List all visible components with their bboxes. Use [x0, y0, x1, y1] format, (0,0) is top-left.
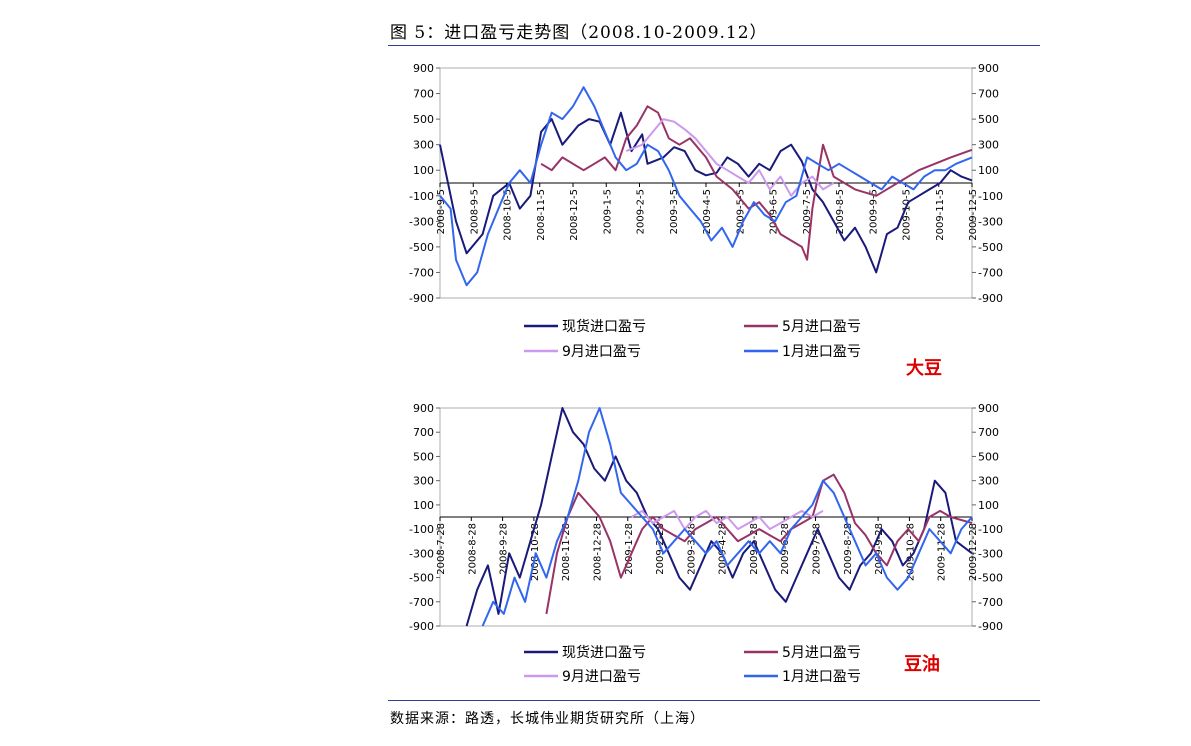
x-tick-label: 2009-9-28	[874, 523, 885, 575]
x-tick-label: 2008-11-28	[561, 523, 572, 581]
y-tick-label-right: 300	[978, 139, 999, 152]
x-tick-label: 2009-4-28	[718, 523, 729, 575]
y-tick-label-left: 900	[413, 402, 434, 415]
y-tick-label-right: 300	[978, 475, 999, 488]
y-tick-label-right: -700	[978, 266, 1003, 279]
y-tick-label-left: 100	[413, 164, 434, 177]
y-tick-label-right: 900	[978, 62, 999, 75]
y-tick-label-left: 100	[413, 499, 434, 512]
legend-label-jan: 1月进口盈亏	[782, 669, 861, 685]
x-tick-label: 2008-9-5	[469, 189, 480, 234]
x-tick-label: 2009-3-5	[669, 189, 680, 234]
y-tick-label-left: 700	[413, 88, 434, 101]
y-tick-label-right: 700	[978, 426, 999, 439]
x-tick-label: 2008-12-28	[592, 523, 603, 581]
commodity-label: 大豆	[906, 357, 942, 379]
x-tick-label: 2008-9-28	[499, 523, 510, 575]
y-tick-label-left: -700	[409, 596, 434, 609]
y-tick-label-left: 900	[413, 62, 434, 75]
figure-title: 图 5：进口盈亏走势图（2008.10-2009.12）	[390, 23, 768, 43]
y-tick-label-right: -300	[978, 547, 1003, 560]
legend-label-spot: 现货进口盈亏	[562, 318, 646, 335]
y-tick-label-left: -300	[409, 215, 434, 228]
y-tick-label-right: 500	[978, 113, 999, 126]
y-tick-label-right: 500	[978, 450, 999, 463]
y-tick-label-right: -700	[978, 596, 1003, 609]
y-tick-label-right: -900	[978, 292, 1003, 305]
legend-label-sep: 9月进口盈亏	[562, 344, 641, 360]
x-tick-label: 2009-1-28	[624, 523, 635, 575]
x-tick-label: 2008-8-28	[467, 523, 478, 575]
series-line-jan	[481, 407, 973, 627]
x-tick-label: 2009-10-5	[902, 189, 913, 241]
y-tick-label-right: 100	[978, 164, 999, 177]
y-tick-label-left: -500	[409, 572, 434, 585]
y-tick-label-left: -100	[409, 190, 434, 203]
y-tick-label-left: 700	[413, 426, 434, 439]
series-line-may	[545, 473, 973, 615]
x-tick-label: 2008-10-28	[530, 523, 541, 581]
series-line-sep	[631, 509, 824, 531]
x-tick-label: 2008-11-5	[536, 189, 547, 241]
series-line-spot	[465, 407, 973, 627]
soybean-oil-chart: 900 900 700 700 500 500 300 300 100 100 -100 -100 -3…	[409, 402, 1003, 685]
title-rule	[388, 45, 1040, 46]
source-rule	[388, 700, 1040, 701]
y-tick-label-right: -300	[978, 215, 1003, 228]
x-tick-label: 2009-11-28	[937, 523, 948, 581]
x-tick-label: 2008-7-28	[436, 523, 447, 575]
x-tick-label: 2009-11-5	[935, 189, 946, 241]
commodity-label: 豆油	[904, 653, 940, 675]
y-tick-label-right: 100	[978, 499, 999, 512]
y-tick-label-right: 900	[978, 402, 999, 415]
soybean-chart: 900 900 700 700 500 500 300 300 100 100 -100 -100 -3…	[409, 62, 1003, 379]
x-tick-label: 2009-8-5	[835, 189, 846, 234]
y-tick-label-right: -500	[978, 572, 1003, 585]
x-tick-label: 2009-4-5	[702, 189, 713, 234]
x-tick-label: 2008-9-5	[436, 189, 447, 234]
series-line-may	[540, 105, 973, 261]
x-tick-label: 2009-12-5	[968, 189, 979, 241]
y-tick-label-left: -700	[409, 266, 434, 279]
x-tick-label: 2009-9-5	[868, 189, 879, 234]
y-tick-label-left: -900	[409, 620, 434, 633]
y-tick-label-left: 300	[413, 475, 434, 488]
legend-label-may: 5月进口盈亏	[782, 319, 861, 335]
x-tick-label: 2008-10-5	[503, 189, 514, 241]
y-tick-label-left: -300	[409, 547, 434, 560]
y-tick-label-right: -100	[978, 523, 1003, 536]
series-line-spot	[439, 111, 973, 274]
y-tick-label-left: 500	[413, 113, 434, 126]
y-tick-label-right: -900	[978, 620, 1003, 633]
x-tick-label: 2009-6-28	[780, 523, 791, 575]
x-tick-label: 2009-7-5	[802, 189, 813, 234]
x-tick-label: 2009-7-28	[812, 523, 823, 575]
x-tick-label: 2009-10-28	[905, 523, 916, 581]
x-tick-label: 2009-5-5	[735, 189, 746, 234]
legend-label-spot: 现货进口盈亏	[562, 644, 646, 661]
y-tick-label-left: -900	[409, 292, 434, 305]
x-tick-label: 2009-2-5	[636, 189, 647, 234]
x-tick-label: 2009-8-28	[843, 523, 854, 575]
x-tick-label: 2008-12-5	[569, 189, 580, 241]
x-tick-label: 2009-6-5	[769, 189, 780, 234]
legend-label-sep: 9月进口盈亏	[562, 669, 641, 685]
legend-label-may: 5月进口盈亏	[782, 645, 861, 661]
y-tick-label-left: 300	[413, 139, 434, 152]
y-tick-label-right: -100	[978, 190, 1003, 203]
y-tick-label-left: 500	[413, 450, 434, 463]
x-tick-label: 2009-12-28	[968, 523, 979, 581]
y-tick-label-right: 700	[978, 88, 999, 101]
x-tick-label: 2009-1-5	[602, 189, 613, 234]
series-line-jan	[439, 86, 973, 287]
legend-label-jan: 1月进口盈亏	[782, 344, 861, 360]
y-tick-label-left: -100	[409, 523, 434, 536]
y-tick-label-left: -500	[409, 241, 434, 254]
x-tick-label: 2009-3-28	[686, 523, 697, 575]
y-tick-label-right: -500	[978, 241, 1003, 254]
data-source-note: 数据来源：路透，长城伟业期货研究所（上海）	[390, 711, 705, 727]
